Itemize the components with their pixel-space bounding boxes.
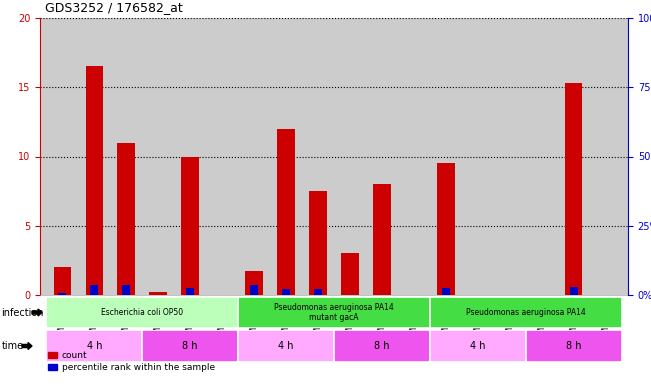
Text: 4 h: 4 h [87, 341, 102, 351]
Text: Pseudomonas aeruginosa PA14
mutant gacA: Pseudomonas aeruginosa PA14 mutant gacA [274, 303, 394, 322]
Bar [150, 292, 167, 295]
Text: 4 h: 4 h [279, 341, 294, 351]
Bar [430, 330, 526, 362]
Bar [277, 129, 295, 295]
Bar [46, 297, 238, 328]
Text: 8 h: 8 h [182, 341, 198, 351]
Bar [122, 285, 130, 295]
Bar [117, 142, 135, 295]
Text: Escherichia coli OP50: Escherichia coli OP50 [101, 308, 184, 317]
Bar [59, 293, 66, 295]
Text: infection: infection [1, 308, 44, 318]
Text: Pseudomonas aeruginosa PA14: Pseudomonas aeruginosa PA14 [466, 308, 586, 317]
Bar [238, 297, 430, 328]
Bar [565, 83, 583, 295]
Bar [314, 290, 322, 295]
Bar [250, 285, 258, 295]
Bar [309, 191, 327, 295]
Bar [526, 330, 622, 362]
Bar [186, 288, 194, 295]
Bar [46, 330, 143, 362]
Text: time: time [1, 341, 23, 351]
Bar [570, 287, 577, 295]
Bar [341, 253, 359, 295]
Text: GDS3252 / 176582_at: GDS3252 / 176582_at [45, 1, 183, 14]
Bar [238, 330, 334, 362]
Bar [245, 271, 263, 295]
Bar [53, 267, 71, 295]
Bar [373, 184, 391, 295]
Bar [442, 288, 450, 295]
Bar [90, 285, 98, 295]
Text: 8 h: 8 h [374, 341, 390, 351]
Legend: count, percentile rank within the sample: count, percentile rank within the sample [44, 348, 218, 376]
Text: 4 h: 4 h [470, 341, 486, 351]
Bar [182, 157, 199, 295]
Bar [437, 164, 454, 295]
Bar [334, 330, 430, 362]
Bar [282, 290, 290, 295]
Bar [430, 297, 622, 328]
Bar [85, 66, 103, 295]
Text: 8 h: 8 h [566, 341, 581, 351]
Bar [143, 330, 238, 362]
